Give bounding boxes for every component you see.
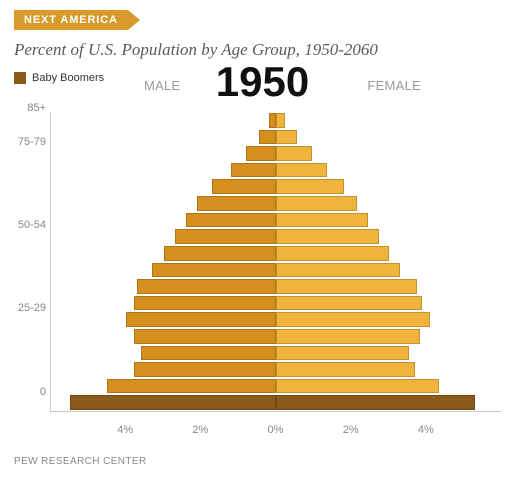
bar-female	[276, 163, 327, 178]
pyramid-row	[51, 112, 501, 129]
chart-header: MALE 1950 FEMALE	[14, 64, 511, 108]
bar-male	[134, 329, 277, 344]
source-footer: PEW RESEARCH CENTER	[14, 456, 511, 467]
y-tick-label: 0	[40, 386, 46, 398]
bar-female	[276, 229, 379, 244]
bar-female	[276, 179, 344, 194]
year-label: 1950	[14, 58, 511, 106]
pyramid-row	[51, 311, 501, 328]
x-tick-label: 0%	[268, 424, 284, 436]
pyramid-row	[51, 129, 501, 146]
pyramid-row	[51, 394, 501, 411]
pyramid-row	[51, 212, 501, 229]
x-tick-label: 2%	[192, 424, 208, 436]
bar-male	[126, 312, 276, 327]
y-tick-label: 25-29	[18, 302, 46, 314]
x-axis: 4% 2% 0% 2% 4%	[50, 418, 501, 442]
pyramid-row	[51, 328, 501, 345]
bar-female	[276, 279, 417, 294]
subtitle: Percent of U.S. Population by Age Group,…	[14, 40, 511, 60]
bar-male	[197, 196, 276, 211]
bar-female	[276, 362, 415, 377]
bar-female	[276, 196, 357, 211]
y-axis: 85+75-7950-5425-290	[14, 112, 50, 412]
pyramid-row	[51, 278, 501, 295]
figure-root: NEXT AMERICA Percent of U.S. Population …	[0, 0, 525, 500]
x-tick-label: 4%	[117, 424, 133, 436]
bar-male	[175, 229, 276, 244]
bar-female	[276, 246, 389, 261]
bar-male	[107, 379, 276, 394]
bar-male	[141, 346, 276, 361]
pyramid-row	[51, 295, 501, 312]
y-tick-label: 75-79	[18, 136, 46, 148]
bar-female	[276, 379, 439, 394]
bar-female	[276, 130, 297, 145]
bar-female	[276, 263, 400, 278]
bar-male	[164, 246, 277, 261]
bar-female	[276, 213, 368, 228]
bar-female	[276, 395, 475, 410]
bar-female	[276, 113, 285, 128]
bar-male	[152, 263, 276, 278]
pyramid-row	[51, 245, 501, 262]
pyramid-row	[51, 345, 501, 362]
bar-male	[134, 362, 277, 377]
banner: NEXT AMERICA	[14, 10, 128, 30]
pyramid-row	[51, 262, 501, 279]
bar-male	[134, 296, 277, 311]
bar-male	[246, 146, 276, 161]
bar-female	[276, 312, 430, 327]
pyramid-row	[51, 178, 501, 195]
x-tick-label: 4%	[418, 424, 434, 436]
pyramid-row	[51, 195, 501, 212]
x-tick-label: 2%	[343, 424, 359, 436]
bar-female	[276, 296, 422, 311]
bar-male	[186, 213, 276, 228]
bar-female	[276, 346, 409, 361]
bar-male	[269, 113, 276, 128]
bar-male	[259, 130, 276, 145]
bar-male	[137, 279, 276, 294]
pyramid-row	[51, 228, 501, 245]
pyramid-row	[51, 162, 501, 179]
y-tick-label: 85+	[27, 102, 46, 114]
pyramid-plot: 85+75-7950-5425-290 4%2%0%2%4%	[14, 112, 511, 442]
chart-body	[50, 112, 501, 412]
bar-female	[276, 329, 420, 344]
bar-male	[231, 163, 276, 178]
bar-male	[212, 179, 276, 194]
y-tick-label: 50-54	[18, 219, 46, 231]
pyramid-row	[51, 361, 501, 378]
bar-male	[70, 395, 276, 410]
pyramid-row	[51, 145, 501, 162]
female-label: FEMALE	[367, 78, 421, 93]
pyramid-row	[51, 378, 501, 395]
bar-female	[276, 146, 312, 161]
